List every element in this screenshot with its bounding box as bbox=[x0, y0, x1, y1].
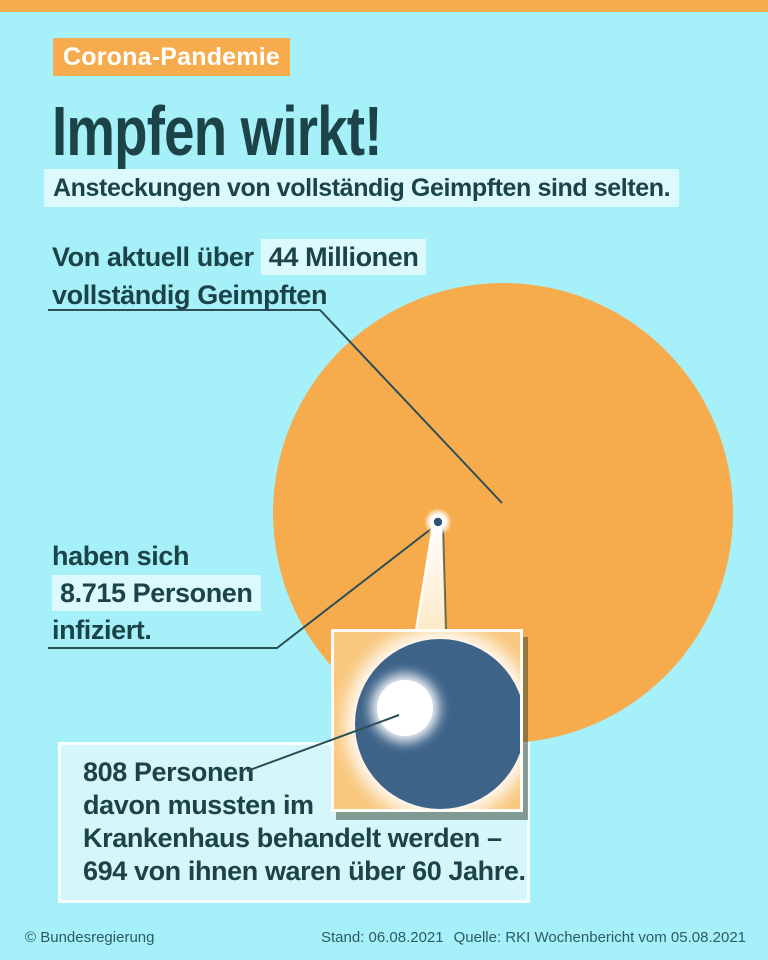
source-line: Stand: 06.08.2021 Quelle: RKI Wochenberi… bbox=[321, 929, 746, 946]
vaccinated-label-prefix: Von aktuell über bbox=[52, 242, 261, 272]
source-reference: Quelle: RKI Wochenbericht vom 05.08.2021 bbox=[453, 929, 746, 946]
stand-date: Stand: 06.08.2021 bbox=[321, 929, 444, 946]
magnifier-cone-edge-right bbox=[442, 525, 447, 632]
hospitalized-line: 808 Personen bbox=[83, 757, 254, 787]
infected-label-line3: infiziert. bbox=[52, 615, 152, 645]
hospitalized-circle bbox=[377, 680, 433, 736]
infected-label-line1: haben sich bbox=[52, 541, 190, 571]
copyright-text: © Bundesregierung bbox=[25, 929, 155, 946]
subtitle-highlight: Ansteckungen von vollständig Geimpften s… bbox=[44, 169, 680, 207]
hospitalized-line: davon mussten im bbox=[83, 790, 314, 820]
vaccinated-count-highlight: 44 Millionen bbox=[260, 239, 427, 275]
infected-dot bbox=[433, 517, 443, 527]
footer: © Bundesregierung Stand: 06.08.2021 Quel… bbox=[25, 929, 746, 946]
subtitle-text: Ansteckungen von vollständig Geimpften s… bbox=[53, 173, 671, 202]
vaccinated-label-line1: Von aktuell über 44 Millionen bbox=[52, 238, 427, 276]
hospitalized-line: Krankenhaus behandelt werden – bbox=[83, 823, 502, 853]
vaccinated-label: Von aktuell über 44 Millionen vollständi… bbox=[52, 238, 427, 314]
magnifier-cone-edge-left bbox=[414, 525, 435, 632]
hospitalized-line: 694 von ihnen waren über 60 Jahre. bbox=[83, 856, 526, 886]
magnifier-box bbox=[331, 629, 523, 812]
magnifier-cone bbox=[416, 526, 446, 631]
top-accent-bar bbox=[0, 0, 768, 12]
infected-label-line2: 8.715 Personen bbox=[52, 575, 261, 611]
infected-label: haben sich 8.715 Personen infiziert. bbox=[52, 540, 261, 647]
infected-count-highlight: 8.715 Personen bbox=[52, 575, 261, 611]
infected-circle bbox=[355, 639, 520, 809]
topic-badge: Corona-Pandemie bbox=[53, 38, 290, 76]
vaccinated-label-line2: vollständig Geimpften bbox=[52, 280, 328, 310]
page-title-text: Impfen wirkt! bbox=[52, 92, 382, 170]
page-title: Impfen wirkt! bbox=[52, 92, 475, 170]
leader-line-infected bbox=[48, 528, 432, 649]
leader-line-vaccinated bbox=[48, 309, 503, 504]
topic-badge-label: Corona-Pandemie bbox=[63, 42, 280, 71]
